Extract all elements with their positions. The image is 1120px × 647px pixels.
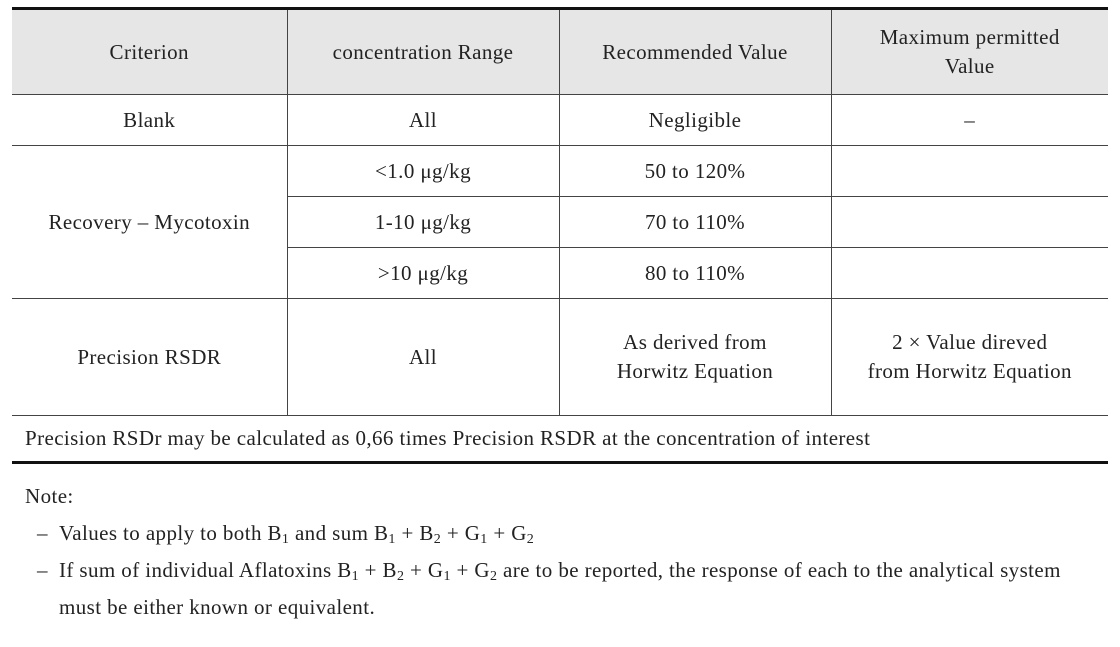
cell: <1.0 μg/kg	[286, 145, 560, 197]
header-cell: Criterion	[12, 8, 288, 95]
cell: –	[830, 94, 1108, 146]
cell	[830, 247, 1108, 299]
row: 1-10 μg/kg 70 to 110%	[12, 196, 1108, 248]
footnote: Precision RSDr may be calculated as 0,66…	[12, 415, 1108, 464]
subscript: 1	[388, 532, 396, 547]
cell: 1-10 μg/kg	[287, 196, 560, 248]
subscript: 1	[281, 532, 290, 547]
cell: Precision RSDR	[12, 298, 288, 416]
footnote-row: Precision RSDr may be calculated as 0,66…	[12, 415, 1108, 464]
cell: Blank	[12, 94, 288, 146]
note-text: If sum of individual Aflatoxins B	[59, 558, 352, 582]
criteria-table: Criterion concentration Range Recommende…	[12, 7, 1108, 464]
line: Value	[944, 54, 995, 78]
line: Horwitz Equation	[616, 359, 774, 383]
subscript: 1	[480, 532, 488, 547]
cell: As derived from Horwitz Equation	[558, 298, 832, 416]
subscript: 1	[443, 569, 451, 584]
subscript: 2	[526, 532, 535, 547]
note-text: + G	[404, 558, 444, 582]
note-text: + G	[450, 558, 490, 582]
header-cell: concentration Range	[286, 8, 560, 95]
header-row: Criterion concentration Range Recommende…	[12, 8, 1108, 95]
note-text: are to be reported, the response of each…	[59, 558, 1061, 619]
subscript: 2	[490, 569, 498, 584]
note-text: + G	[487, 521, 527, 545]
note-item: – If sum of individual Aflatoxins B1 + B2…	[25, 552, 1089, 626]
row: >10 μg/kg 80 to 110%	[12, 247, 1108, 299]
cell: 50 to 120%	[558, 145, 832, 197]
note-text: and sum B	[289, 521, 389, 545]
row: Precision RSDR All As derived from Horwit…	[12, 298, 1108, 416]
subscript: 2	[396, 569, 405, 584]
note-text: + B	[359, 558, 397, 582]
line: from Horwitz Equation	[867, 359, 1072, 383]
cell: Recovery – Mycotoxin	[12, 145, 288, 299]
note-items: – Values to apply to both B1 and sum B1 +…	[25, 515, 1089, 626]
note-title: Note:	[25, 484, 74, 508]
bullet: –	[37, 521, 48, 545]
note-text: Values to apply to both B	[59, 521, 282, 545]
note-item: – Values to apply to both B1 and sum B1 +…	[25, 515, 1089, 552]
note-text: + B	[395, 521, 434, 545]
cell: 80 to 110%	[558, 247, 832, 299]
line: 2 × Value direved	[892, 330, 1048, 354]
header-cell: Recommended Value	[558, 8, 832, 95]
cell: All	[286, 298, 560, 416]
cell: All	[286, 94, 560, 146]
line: Maximum permitted	[879, 25, 1060, 49]
subscript: 2	[433, 532, 442, 547]
cell: >10 μg/kg	[287, 247, 560, 299]
note-text: + G	[441, 521, 481, 545]
subscript: 1	[351, 569, 360, 584]
header-cell: Maximum permitted Value	[830, 8, 1108, 95]
notes: Note: – Values to apply to both B1 and su…	[25, 478, 1089, 626]
line: As derived from	[623, 330, 767, 354]
cell: 2 × Value direved from Horwitz Equation	[830, 298, 1108, 416]
row: Recovery – Mycotoxin <1.0 μg/kg 50 to 12…	[12, 145, 1108, 299]
bullet: –	[37, 558, 48, 582]
cell	[830, 196, 1108, 248]
row: Blank All Negligible –	[12, 94, 1108, 146]
cell: Negligible	[558, 94, 832, 146]
cell: 70 to 110%	[558, 196, 832, 248]
cell	[830, 145, 1108, 197]
